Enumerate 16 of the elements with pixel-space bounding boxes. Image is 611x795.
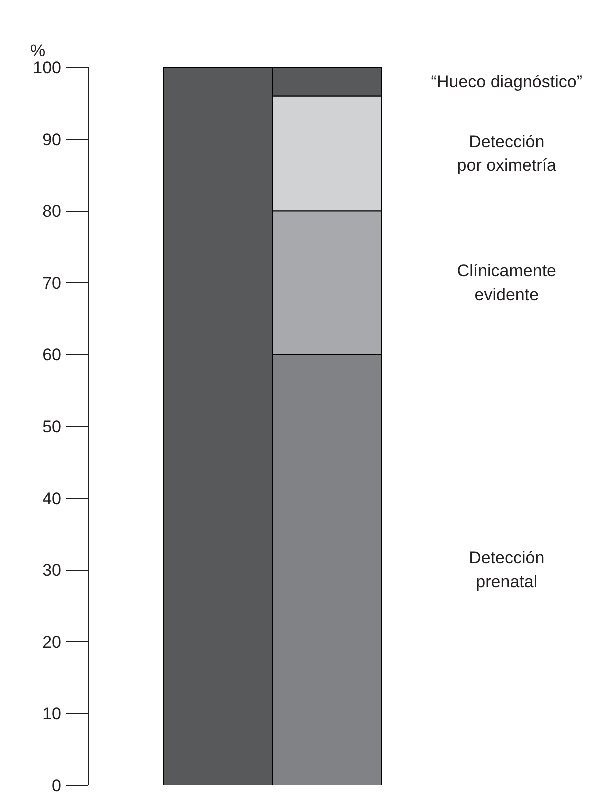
y-tick-label: 30: [42, 561, 62, 580]
y-tick-label: 70: [42, 274, 62, 293]
y-tick-label: 90: [42, 130, 62, 150]
y-tick-label: 100: [33, 58, 62, 78]
y-tick-label: 40: [42, 489, 62, 508]
y-tick-label: 50: [42, 418, 62, 436]
y-axis-title: %: [30, 42, 46, 60]
text: “Hueco diagnóstico”: [431, 72, 583, 92]
text: Detección por oximetría: [457, 132, 558, 176]
y-tick-label: 10: [42, 704, 62, 724]
y-tick-label: 80: [42, 202, 62, 222]
text: Clínicamente evidente: [457, 262, 557, 304]
y-tick-label: 0: [52, 776, 62, 795]
y-tick-label: 60: [42, 346, 62, 365]
text: Detección prenatal: [469, 548, 545, 592]
y-tick-label: 20: [42, 632, 62, 652]
